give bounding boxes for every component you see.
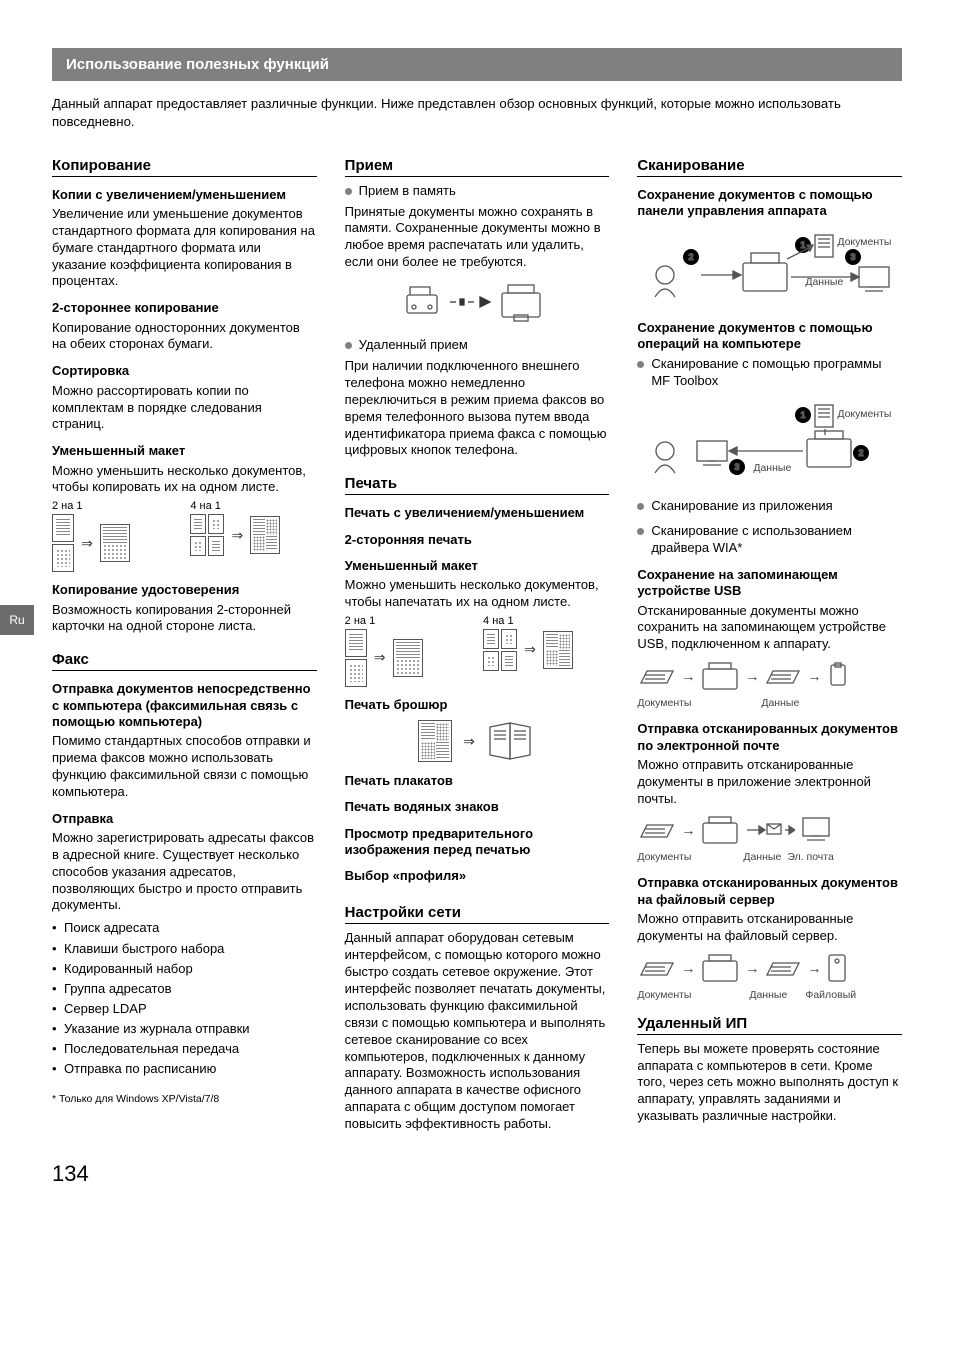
srv-docs-label: Документы	[637, 989, 693, 1001]
p-reduced: Можно уменьшить несколько документов, чт…	[52, 463, 317, 497]
list-item: Поиск адресата	[52, 918, 317, 938]
page-number: 134	[52, 1161, 902, 1187]
p-pcfax: Помимо стандартных способов отправки и п…	[52, 733, 317, 801]
booklet-diagram: ⇒	[345, 719, 610, 763]
h3-pcfax: Отправка документов непосредственно с ко…	[52, 681, 317, 730]
server-flow-diagram: → → → Документы Данные Файловый	[637, 951, 902, 1001]
h3-twoside: 2-стороннее копирование	[52, 300, 317, 316]
p-idcopy: Возможность копирования 2-сторонней карт…	[52, 602, 317, 636]
srv-data-label: Данные	[749, 989, 805, 1001]
h3-email: Отправка отсканированных документов по э…	[637, 721, 902, 754]
h2-fax: Факс	[52, 651, 317, 671]
h3-reduced: Уменьшенный макет	[52, 443, 317, 459]
b-wia: Сканирование с использованием драйвера W…	[637, 523, 902, 557]
h3-scan-panel: Сохранение документов с помощью панели у…	[637, 187, 902, 220]
intro-paragraph: Данный аппарат предоставляет различные ф…	[52, 95, 902, 131]
p-print-reduced: Можно уменьшить несколько документов, чт…	[345, 577, 610, 611]
list-item: Сервер LDAP	[52, 999, 317, 1019]
p-mem: Принятые документы можно сохранять в пам…	[345, 204, 610, 272]
column-2: Прием Прием в память Принятые документы …	[345, 153, 610, 1137]
column-1: Копирование Копии с увеличением/уменьшен…	[52, 153, 317, 1137]
h3-print-reduced: Уменьшенный макет	[345, 558, 610, 574]
list-item: Кодированный набор	[52, 959, 317, 979]
list-item: Группа адресатов	[52, 979, 317, 999]
p-remote: При наличии подключенного внешнего телеф…	[345, 358, 610, 459]
layout-label-p4on1: 4 на 1	[483, 615, 609, 627]
svg-text:1: 1	[801, 240, 806, 250]
h3-print-twoside: 2-сторонняя печать	[345, 532, 610, 548]
email-data-label: Данные	[743, 851, 787, 863]
column-3: Сканирование Сохранение документов с пом…	[637, 153, 902, 1137]
language-tab: Ru	[0, 605, 34, 635]
layout-diagram-print: 2 на 1 ⇒ 4 на 1	[345, 615, 610, 687]
usb-flow-diagram: → → → Документы Данные	[637, 659, 902, 709]
layout-label-4on1: 4 на 1	[190, 500, 316, 512]
email-docs-label: Документы	[637, 851, 693, 863]
h2-network: Настройки сети	[345, 904, 610, 924]
p-server: Можно отправить отсканированные документ…	[637, 911, 902, 945]
fax-to-printer-diagram	[345, 277, 610, 327]
diag2-docs-label: Документы	[837, 409, 891, 421]
p-send: Можно зарегистрировать адресаты факсов в…	[52, 830, 317, 914]
usb-data-label: Данные	[761, 697, 821, 709]
svg-text:1: 1	[801, 410, 806, 420]
h3-enlarge: Копии с увеличением/уменьшением	[52, 187, 317, 203]
p-twoside: Копирование односторонних документов на …	[52, 320, 317, 354]
h3-idcopy: Копирование удостоверения	[52, 582, 317, 598]
h3-server: Отправка отсканированных документов на ф…	[637, 875, 902, 908]
h3-profile: Выбор «профиля»	[345, 868, 610, 884]
h3-sort: Сортировка	[52, 363, 317, 379]
p-remoteui: Теперь вы можете проверять состояние апп…	[637, 1041, 902, 1125]
scan-pc-diagram: 1 2 3 Документы Данные	[637, 395, 902, 486]
srv-srv-label: Файловый	[805, 989, 856, 1001]
h3-scan-pc: Сохранение документов с помощью операций…	[637, 320, 902, 353]
list-item: Указание из журнала отправки	[52, 1019, 317, 1039]
h2-scan: Сканирование	[637, 157, 902, 177]
h3-watermark: Печать водяных знаков	[345, 799, 610, 815]
section-header: Использование полезных функций	[52, 48, 902, 81]
b-mftoolbox: Сканирование с помощью программы MF Tool…	[637, 356, 902, 390]
b-app: Сканирование из приложения	[637, 498, 902, 515]
h2-print: Печать	[345, 475, 610, 495]
list-item: Отправка по расписанию	[52, 1059, 317, 1079]
layout-label-p2on1: 2 на 1	[345, 615, 471, 627]
diag1-docs-label: Документы	[837, 237, 891, 249]
svg-text:3: 3	[851, 252, 856, 262]
h2-recv: Прием	[345, 157, 610, 177]
h3-preview: Просмотр предварительного изображения пе…	[345, 826, 610, 859]
h3-booklet: Печать брошюр	[345, 697, 610, 713]
p-sort: Можно рассортировать копии по комплектам…	[52, 383, 317, 434]
p-network: Данный аппарат оборудован сетевым интерф…	[345, 930, 610, 1133]
h2-remoteui: Удаленный ИП	[637, 1015, 902, 1035]
usb-docs-label: Документы	[637, 697, 697, 709]
layout-diagram-copy: 2 на 1 ⇒ 4 на 1	[52, 500, 317, 572]
svg-text:3: 3	[735, 462, 740, 472]
b-mem: Прием в память	[345, 183, 610, 200]
h3-poster: Печать плакатов	[345, 773, 610, 789]
email-flow-diagram: → Документы Данные Эл. почта	[637, 813, 902, 863]
email-mail-label: Эл. почта	[787, 851, 833, 863]
layout-label-2on1: 2 на 1	[52, 500, 178, 512]
h3-print-enlarge: Печать с увеличением/уменьшением	[345, 505, 610, 521]
p-usb: Отсканированные документы можно сохранит…	[637, 603, 902, 654]
p-email: Можно отправить отсканированные документ…	[637, 757, 902, 808]
diag2-data-label: Данные	[753, 463, 791, 475]
svg-text:2: 2	[859, 448, 864, 458]
h2-copy: Копирование	[52, 157, 317, 177]
b-remote: Удаленный прием	[345, 337, 610, 354]
h3-usb: Сохранение на запоминающем устройстве US…	[637, 567, 902, 600]
diag1-data-label: Данные	[805, 277, 843, 289]
list-item: Последовательная передача	[52, 1039, 317, 1059]
scan-panel-diagram: 2 1 3	[637, 225, 902, 308]
send-list: Поиск адресата Клавиши быстрого набора К…	[52, 918, 317, 1079]
svg-text:2: 2	[689, 252, 694, 262]
p-enlarge: Увеличение или уменьшение документов ста…	[52, 206, 317, 290]
h3-send: Отправка	[52, 811, 317, 827]
list-item: Клавиши быстрого набора	[52, 939, 317, 959]
footnote: * Только для Windows XP/Vista/7/8	[52, 1093, 317, 1105]
